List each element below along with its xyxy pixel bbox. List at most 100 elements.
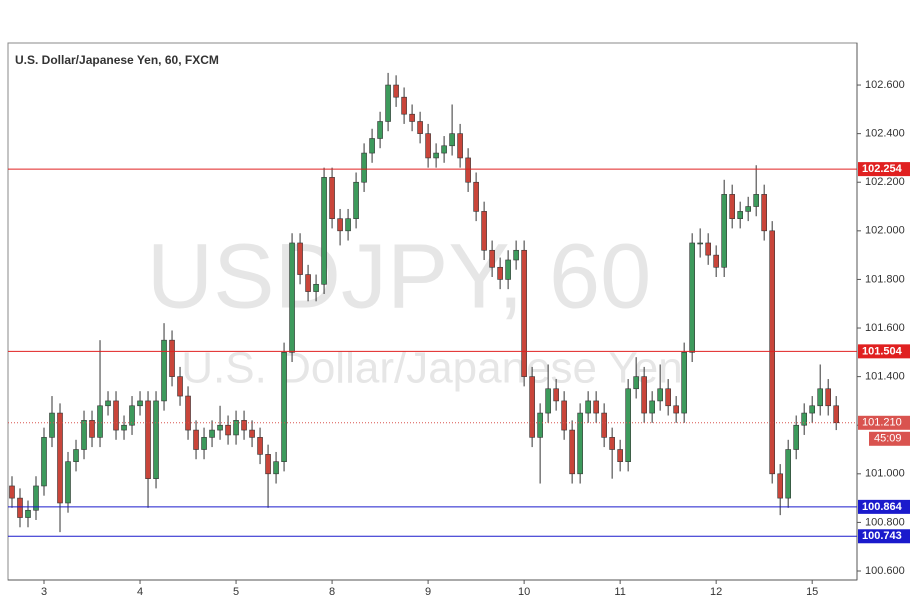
candle-body xyxy=(545,388,551,414)
candle-body xyxy=(569,429,575,475)
candle-body xyxy=(153,400,159,479)
candle-body xyxy=(225,424,231,436)
y-tick-label: 102.000 xyxy=(865,225,905,237)
candle-body xyxy=(729,194,735,219)
x-tick-label: 5 xyxy=(233,586,239,598)
candle-body xyxy=(329,177,335,219)
candle-body xyxy=(809,405,815,414)
price-label: 101.210 xyxy=(862,417,902,429)
candle-body xyxy=(489,249,495,268)
candle-body xyxy=(25,509,31,518)
candle-body xyxy=(305,274,311,292)
candle-body xyxy=(105,400,111,407)
candle-body xyxy=(625,388,631,462)
candle-body xyxy=(337,218,343,232)
candle-body xyxy=(81,420,87,450)
candle-body xyxy=(633,376,639,390)
candle-body xyxy=(257,437,263,455)
candle-body xyxy=(457,133,463,159)
y-tick-label: 101.800 xyxy=(865,273,905,285)
candle-body xyxy=(833,405,839,424)
candle-body xyxy=(449,133,455,147)
candle-body xyxy=(313,283,319,292)
candle-body xyxy=(409,113,415,122)
x-tick-label: 12 xyxy=(710,586,722,598)
candle-body xyxy=(673,405,679,414)
level-label: 100.864 xyxy=(862,501,903,513)
candle-body xyxy=(737,211,743,219)
y-tick-label: 101.600 xyxy=(865,322,905,334)
candle-body xyxy=(705,242,711,256)
chart-title: U.S. Dollar/Japanese Yen, 60, FXCM xyxy=(15,53,219,67)
candle-body xyxy=(9,485,15,499)
candle-body xyxy=(753,194,759,207)
candle-body xyxy=(145,400,151,479)
candle-body xyxy=(745,206,751,212)
candle-body xyxy=(465,157,471,183)
candle-body xyxy=(617,449,623,462)
candle-body xyxy=(721,194,727,268)
candle-body xyxy=(161,339,167,402)
candle-body xyxy=(345,218,351,232)
candle-body xyxy=(193,429,199,450)
candle-body xyxy=(121,424,127,431)
candle-body xyxy=(777,473,783,499)
candle-body xyxy=(689,242,695,353)
candle-body xyxy=(681,352,687,414)
countdown: 45:09 xyxy=(874,433,902,445)
countdown-box xyxy=(869,431,910,446)
x-tick-label: 3 xyxy=(41,586,47,598)
candle-body xyxy=(233,420,239,436)
candle-body xyxy=(505,259,511,280)
candle-body xyxy=(361,152,367,183)
candle-body xyxy=(657,388,663,402)
y-tick-label: 100.600 xyxy=(865,565,905,577)
candle-body xyxy=(41,437,47,487)
level-label-box xyxy=(858,529,910,544)
candle-body xyxy=(441,145,447,154)
candle-body xyxy=(649,400,655,414)
level-label: 102.254 xyxy=(862,163,903,175)
price-label-box xyxy=(858,415,910,430)
candle-body xyxy=(137,400,143,407)
candle-body xyxy=(801,412,807,426)
candle-body xyxy=(761,194,767,232)
level-label-box xyxy=(858,499,910,514)
candle-body xyxy=(249,429,255,438)
candle-body xyxy=(769,230,775,475)
candle-body xyxy=(577,412,583,475)
candle-body xyxy=(353,181,359,219)
candle-body xyxy=(665,388,671,407)
level-label-box xyxy=(858,162,910,177)
candle-body xyxy=(785,449,791,499)
candle-body xyxy=(129,405,135,426)
candle-body xyxy=(585,400,591,414)
x-tick-label: 4 xyxy=(137,586,143,598)
candle-body xyxy=(273,461,279,475)
candle-body xyxy=(89,420,95,438)
candle-body xyxy=(297,242,303,275)
candle-body xyxy=(97,405,103,438)
y-tick-label: 102.400 xyxy=(865,128,905,140)
candle-body xyxy=(113,400,119,431)
level-label: 100.743 xyxy=(862,530,902,542)
candle-body xyxy=(369,138,375,154)
candle-body xyxy=(241,420,247,431)
candle-body xyxy=(209,429,215,438)
candle-body xyxy=(497,266,503,280)
candle-body xyxy=(697,242,703,245)
candle-body xyxy=(481,211,487,251)
level-label-box xyxy=(858,344,910,359)
candle-body xyxy=(593,400,599,414)
candle-body xyxy=(601,412,607,438)
candle-body xyxy=(265,454,271,475)
watermark: USDJPY, 60 xyxy=(147,225,652,327)
y-tick-label: 102.600 xyxy=(865,79,905,91)
candle-body xyxy=(385,84,391,122)
candle-body xyxy=(793,424,799,450)
x-tick-label: 15 xyxy=(806,586,818,598)
candle-body xyxy=(73,449,79,462)
y-tick-label: 102.200 xyxy=(865,176,905,188)
